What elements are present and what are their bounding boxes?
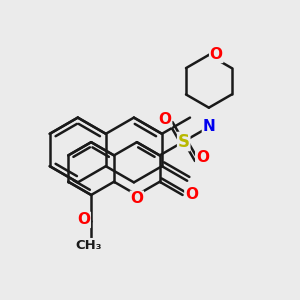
Text: O: O <box>77 212 90 227</box>
Text: N: N <box>202 119 215 134</box>
Text: CH₃: CH₃ <box>75 238 101 252</box>
Text: O: O <box>130 191 143 206</box>
Text: S: S <box>178 133 190 151</box>
Text: O: O <box>185 188 198 202</box>
Text: O: O <box>210 47 223 62</box>
Text: O: O <box>196 151 209 166</box>
Text: O: O <box>159 112 172 127</box>
